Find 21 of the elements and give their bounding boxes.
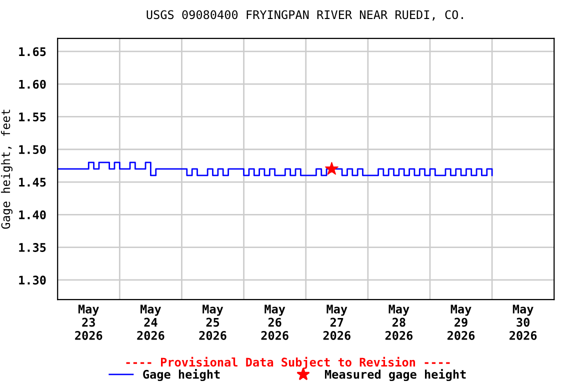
x-tick-label: May 25 2026 bbox=[199, 304, 226, 340]
x-tick-label: May 23 2026 bbox=[75, 304, 102, 340]
y-tick-label: 1.65 bbox=[19, 47, 46, 56]
x-tick-label: May 29 2026 bbox=[447, 304, 475, 340]
y-axis-title: Gage height, feet bbox=[0, 110, 13, 229]
x-tick-label: May 27 2026 bbox=[323, 304, 350, 340]
y-tick-label: 1.35 bbox=[19, 243, 46, 252]
y-tick-label: 1.30 bbox=[19, 276, 46, 285]
y-tick-label: 1.60 bbox=[19, 80, 46, 89]
x-tick-label: May 26 2026 bbox=[261, 304, 288, 340]
y-tick-label: 1.45 bbox=[19, 178, 46, 187]
x-tick-label: May 24 2026 bbox=[137, 304, 164, 340]
x-tick-label: May 30 2026 bbox=[510, 304, 537, 340]
x-tick-label: May 28 2026 bbox=[385, 304, 413, 340]
legend-label: Gage height bbox=[143, 369, 220, 382]
chart-title: USGS 09080400 FRYINGPAN RIVER NEAR RUEDI, CO. bbox=[146, 10, 463, 21]
y-tick-label: 1.40 bbox=[19, 210, 46, 220]
legend-label: Measured gage height bbox=[324, 369, 466, 382]
text: ---- Provisional Data Subject to Revision ---- bbox=[126, 356, 450, 369]
y-tick-label: 1.50 bbox=[19, 145, 46, 154]
y-tick-label: 1.55 bbox=[19, 112, 46, 122]
